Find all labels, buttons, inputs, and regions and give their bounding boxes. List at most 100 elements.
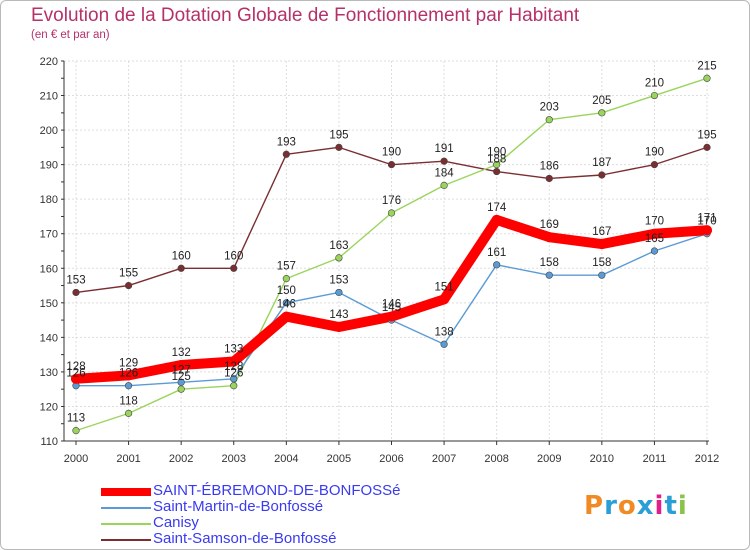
y-tick-label: 170 (40, 229, 58, 241)
data-label: 160 (224, 250, 243, 262)
x-tick-label: 2002 (169, 453, 193, 465)
data-label: 118 (119, 395, 137, 407)
data-label: 186 (540, 160, 559, 172)
x-tick-label: 2008 (484, 453, 508, 465)
data-label: 126 (66, 368, 85, 380)
data-point (230, 264, 238, 272)
data-point (72, 288, 80, 297)
y-tick-label: 150 (40, 298, 58, 310)
y-tick-label: 110 (40, 436, 58, 448)
data-label: 176 (382, 195, 401, 207)
data-point (177, 378, 185, 386)
legend-swatch (101, 539, 151, 541)
legend-item-saint-ebremond[interactable]: SAINT-ÉBREMOND-DE-BONFOSSé (96, 482, 516, 500)
data-point (598, 271, 606, 279)
data-label: 203 (540, 102, 559, 114)
data-label: 151 (434, 281, 453, 293)
data-label: 138 (434, 326, 453, 338)
data-label: 195 (697, 129, 716, 141)
data-label: 113 (67, 413, 85, 425)
data-point (176, 360, 187, 370)
data-label: 150 (277, 285, 296, 297)
data-label: 145 (382, 302, 401, 314)
data-point (650, 91, 659, 100)
data-point (124, 382, 133, 390)
data-point (596, 239, 607, 250)
data-label: 215 (697, 60, 716, 72)
data-label: 170 (645, 216, 664, 228)
data-point (124, 281, 133, 290)
y-tick-label: 190 (40, 160, 58, 172)
data-label: 190 (645, 147, 664, 159)
logo-letter: r (604, 491, 618, 521)
data-point (649, 228, 660, 239)
legend-label: SAINT-ÉBREMOND-DE-BONFOSSé (153, 482, 401, 499)
data-point (386, 311, 397, 322)
data-label: 133 (224, 344, 243, 356)
data-point (545, 271, 553, 279)
data-point (123, 370, 134, 381)
chart-subtitle: (en € et par an) (31, 29, 110, 41)
y-tick-label: 160 (40, 263, 58, 275)
data-point (335, 288, 343, 297)
data-point (493, 167, 501, 176)
data-point (440, 157, 448, 165)
data-point (544, 232, 555, 243)
data-label: 187 (592, 157, 611, 169)
data-point (598, 171, 606, 179)
data-label: 205 (592, 95, 611, 107)
legend-item-canisy[interactable]: Canisy (96, 514, 516, 532)
logo-letter: P (584, 491, 605, 521)
logo-letter: i (654, 491, 665, 521)
data-label: 158 (540, 257, 559, 269)
data-label: 191 (434, 143, 453, 155)
data-point (440, 181, 448, 189)
data-label: 195 (329, 129, 348, 141)
data-label: 146 (382, 299, 401, 311)
data-label: 146 (277, 299, 296, 311)
data-point (491, 214, 502, 225)
data-label: 132 (172, 347, 191, 359)
x-tick-label: 2001 (116, 453, 140, 465)
chart-title: Evolution de la Dotation Globale de Fonc… (31, 5, 580, 26)
data-label: 153 (66, 274, 85, 286)
data-label: 170 (697, 216, 716, 228)
data-point (545, 174, 553, 183)
data-label: 128 (224, 361, 243, 373)
data-label: 165 (645, 233, 664, 245)
data-label: 190 (487, 147, 506, 159)
data-point (177, 385, 185, 393)
data-point (387, 209, 396, 217)
data-label: 143 (329, 309, 348, 321)
data-label: 126 (224, 368, 243, 380)
data-point (598, 109, 606, 117)
data-point (702, 225, 712, 236)
x-tick-label: 2003 (222, 453, 246, 465)
data-point (281, 311, 292, 322)
data-label: 153 (329, 274, 348, 286)
data-point (71, 373, 81, 384)
data-label: 127 (172, 364, 191, 376)
data-label: 129 (119, 357, 138, 369)
data-label: 190 (382, 147, 401, 159)
y-tick-label: 130 (40, 367, 58, 379)
x-tick-label: 2009 (537, 453, 561, 465)
data-point (545, 116, 553, 124)
data-point (335, 143, 343, 151)
data-label: 126 (119, 368, 138, 380)
data-label: 188 (487, 154, 506, 166)
legend-label: Saint-Martin-de-Bonfossé (153, 498, 324, 515)
data-label: 174 (487, 202, 507, 214)
data-point (282, 150, 290, 158)
data-point (333, 322, 344, 332)
data-label: 125 (172, 371, 191, 383)
data-label: 161 (487, 247, 506, 259)
legend-label: Canisy (153, 514, 199, 531)
data-point (387, 161, 396, 169)
logo-letter: i (677, 491, 688, 521)
data-label: 193 (277, 136, 296, 148)
legend-item-saint-martin[interactable]: Saint-Martin-de-Bonfossé (96, 498, 516, 516)
legend-item-saint-samson[interactable]: Saint-Samson-de-Bonfossé (96, 530, 516, 548)
x-tick-label: 2012 (695, 453, 719, 465)
